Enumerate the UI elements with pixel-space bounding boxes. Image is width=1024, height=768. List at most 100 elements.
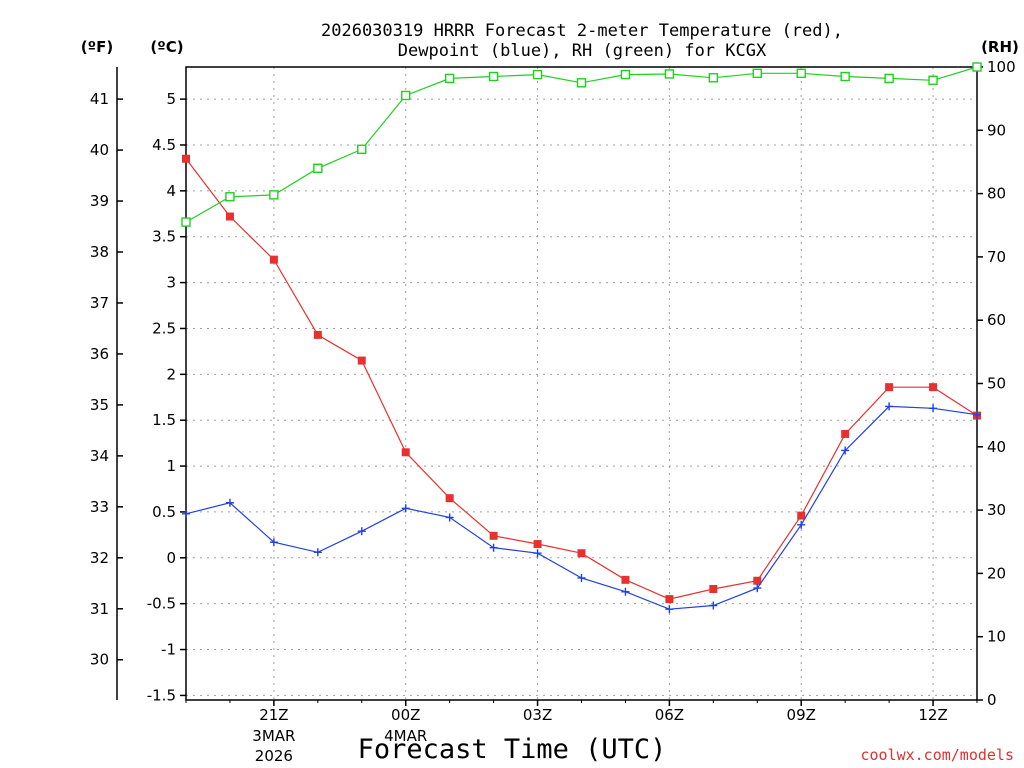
rh-point (620, 69, 631, 80)
dewpoint-point (401, 504, 410, 513)
fahrenheit-tick-label: 37 (90, 294, 109, 312)
dewpoint-point (621, 587, 630, 596)
rh-tick-label: 100 (987, 58, 1016, 76)
fahrenheit-tick-label: 34 (90, 447, 109, 465)
temperature-point (885, 383, 894, 392)
rh-point (664, 69, 675, 79)
fahrenheit-axis-label: (ºF) (81, 38, 113, 56)
fahrenheit-tick-label: 30 (90, 651, 109, 669)
celsius-tick-label: 4.5 (152, 136, 176, 154)
rh-point (181, 217, 191, 227)
temperature-point (445, 494, 454, 503)
rh-point (928, 75, 938, 85)
rh-tick-label: 60 (987, 311, 1006, 329)
celsius-tick-label: 1.5 (152, 411, 176, 429)
dewpoint-point (182, 509, 190, 518)
fahrenheit-tick-label: 38 (90, 243, 109, 261)
rh-axis-label: (RH) (981, 38, 1019, 56)
temperature-point (577, 549, 586, 558)
celsius-tick-label: 0.5 (152, 503, 176, 521)
dewpoint-point (313, 548, 322, 557)
temperature-point (665, 595, 674, 604)
rh-tick-label: 20 (987, 564, 1006, 582)
rh-tick-label: 10 (987, 628, 1006, 646)
celsius-tick-label: 1 (166, 457, 176, 475)
celsius-tick-label: 0 (166, 549, 176, 567)
temperature-point (929, 383, 938, 392)
rh-tick-label: 30 (987, 501, 1006, 519)
data-series (181, 62, 982, 614)
dewpoint-point (797, 520, 806, 529)
x-tick-label: 00Z (391, 706, 420, 724)
celsius-tick-label: 3 (166, 274, 176, 292)
x-tick-label: 09Z (787, 706, 816, 724)
x-tick-label: 21Z (259, 706, 288, 724)
rh-tick-label: 40 (987, 438, 1006, 456)
dewpoint-point (753, 584, 762, 593)
rh-point (225, 192, 235, 202)
fahrenheit-tick-label: 39 (90, 192, 109, 210)
celsius-axis-label: (ºC) (150, 38, 183, 56)
chart-title-line2: Dewpoint (blue), RH (green) for KCGX (398, 41, 767, 61)
rh-point (796, 68, 806, 79)
fahrenheit-tick-label: 40 (90, 141, 109, 159)
celsius-tick-label: -1 (161, 641, 176, 659)
celsius-tick-label: -1.5 (147, 686, 176, 704)
temperature-point (401, 448, 410, 457)
x-tick-date: 4MAR (384, 727, 427, 745)
dewpoint-point (489, 543, 498, 552)
temperature-point (533, 540, 542, 549)
rh-point (972, 62, 982, 72)
rh-point (488, 71, 499, 82)
temperature-point (753, 576, 762, 585)
x-tick-date: 3MAR (252, 727, 295, 745)
dewpoint-point (357, 527, 366, 536)
rh-tick-label: 50 (987, 375, 1006, 393)
rh-point (357, 144, 367, 154)
plot-frame (185, 66, 978, 701)
temperature-point (709, 584, 718, 593)
rh-tick-label: 80 (987, 185, 1006, 203)
temperature-point (313, 330, 322, 339)
celsius-tick-label: 4 (166, 182, 176, 200)
temperature-point (269, 255, 278, 264)
rh-point (401, 90, 411, 101)
x-tick-year: 2026 (255, 747, 293, 765)
rh-point (576, 78, 587, 88)
temperature-point (182, 154, 190, 163)
x-tick-label: 12Z (918, 706, 947, 724)
rh-point (269, 190, 279, 200)
temperature-line (185, 158, 978, 600)
temperature-point (225, 212, 234, 221)
fahrenheit-tick-label: 36 (90, 345, 109, 363)
chart-title-line1: 2026030319 HRRR Forecast 2-meter Tempera… (321, 21, 843, 41)
rh-point (840, 71, 850, 82)
fahrenheit-tick-label: 31 (90, 600, 109, 618)
rh-point (884, 73, 894, 84)
rh-point (444, 73, 455, 84)
dewpoint-point (577, 573, 586, 582)
dewpoint-point (533, 549, 542, 558)
fahrenheit-tick-label: 41 (90, 90, 109, 108)
rh-tick-label: 90 (987, 121, 1006, 139)
x-tick-label: 06Z (655, 706, 684, 724)
x-tick-label: 03Z (523, 706, 552, 724)
fahrenheit-tick-label: 35 (90, 396, 109, 414)
tick-labels: 21Z 3MAR 2026 00Z 4MAR 03Z 06Z 09Z 12Z -1.5 -1 -0.5… (90, 58, 1016, 765)
temperature-point (357, 356, 366, 365)
dewpoint-point (841, 446, 850, 455)
rh-tick-label: 70 (987, 248, 1006, 266)
fahrenheit-tick-label: 33 (90, 498, 109, 516)
dewpoint-point (929, 404, 938, 413)
dewpoint-point (709, 601, 718, 610)
grid (186, 67, 977, 700)
temperature-point (797, 511, 806, 520)
dewpoint-point (973, 410, 981, 419)
temperature-point (489, 531, 498, 540)
dewpoint-point (269, 538, 278, 547)
x-axis-label: Forecast Time (UTC) (358, 734, 667, 765)
celsius-tick-label: -0.5 (147, 595, 176, 613)
temperature-point (621, 575, 630, 584)
celsius-tick-label: 2.5 (152, 319, 176, 337)
